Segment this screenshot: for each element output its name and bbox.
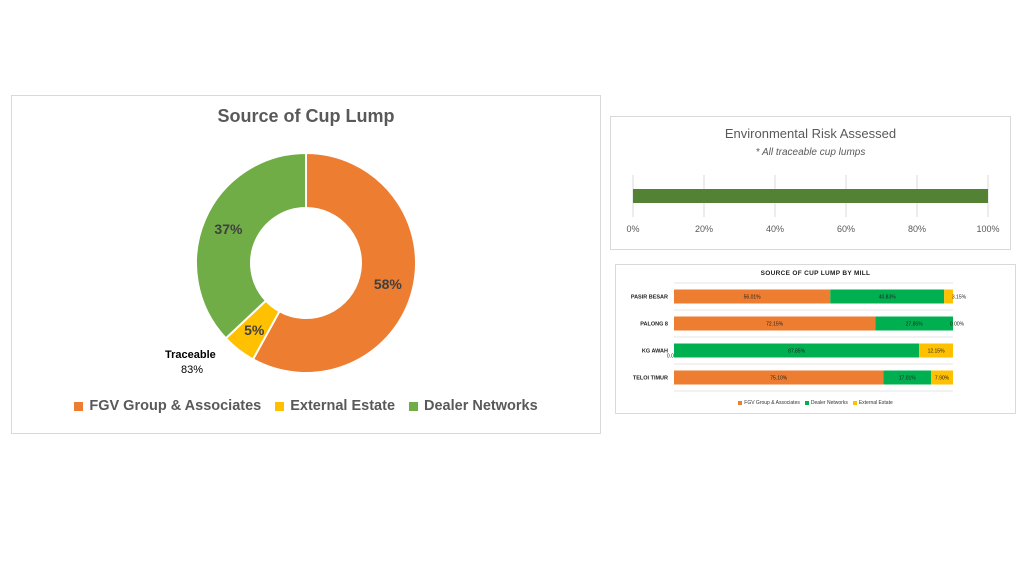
legend-label: FGV Group & Associates [744, 400, 800, 406]
risk-tick-label: 80% [908, 224, 926, 234]
mill-stacked-bar-chart: PASIR BESAR 56.01% 40.83% 3.15% PALONG 8 72.1… [631, 282, 967, 392]
legend-label: Dealer Networks [810, 400, 848, 406]
mill-data-label: 12.15% [928, 349, 946, 355]
risk-bar-chart: 0% 20% 40% 60% 80% 100% [626, 175, 1000, 234]
mill-legend-item-2: External Estate [852, 400, 893, 406]
legend-swatch [804, 401, 809, 405]
donut-slice-0 [251, 151, 417, 374]
mill-bar-segment [930, 370, 954, 385]
mill-category-label: TELOI TIMUR [633, 376, 668, 382]
mill-legend-item-0: FGV Group & Associates [738, 400, 800, 406]
mill-data-label: 72.15% [766, 322, 784, 328]
risk-tick-label: 60% [837, 224, 855, 234]
mill-legend-item-1: Dealer Networks [804, 400, 848, 406]
mill-bar-segment [674, 370, 884, 385]
mill-category-label: PASIR BESAR [631, 295, 668, 301]
risk-bar [633, 189, 988, 203]
legend-label: Dealer Networks [424, 398, 538, 414]
mill-bar-segment [944, 289, 953, 304]
mill-data-label: 17.01% [899, 376, 917, 382]
donut-slice-label-2: 37% [214, 221, 243, 238]
donut-legend-item-0: FGV Group & Associates [74, 398, 261, 414]
mill-bar-segment [674, 316, 876, 331]
donut-legend: FGV Group & Associates External Estate Dea… [12, 398, 600, 414]
donut-slice-label-0: 58% [373, 276, 402, 292]
traceable-value: 83% [181, 364, 204, 376]
legend-swatch [738, 401, 743, 405]
donut-slice-label-1: 5% [244, 321, 265, 338]
legend-label: External Estate [290, 398, 396, 414]
risk-chart-title: Environmental Risk Assessed [724, 126, 897, 141]
mill-category-label: PALONG 8 [640, 322, 668, 328]
mill-data-label: 0.00% [950, 322, 965, 328]
legend-swatch [852, 401, 857, 405]
legend-swatch [74, 401, 84, 411]
mill-bar-segment [830, 289, 945, 304]
mill-data-label: 7.90% [935, 376, 950, 382]
mill-bar-segment [919, 343, 953, 358]
mill-category-label: KG AWAH [642, 349, 668, 355]
mill-bar-segment [674, 343, 920, 358]
mill-data-label: 27.85% [906, 322, 924, 328]
donut-slice-2 [195, 151, 307, 340]
mill-bar-segment [875, 316, 953, 331]
risk-tick-label: 0% [626, 224, 639, 234]
legend-swatch [275, 401, 285, 411]
risk-chart-panel: Environmental Risk Assessed * All tracea… [610, 116, 1011, 250]
donut-chart-title: Source of Cup Lump [217, 106, 395, 126]
legend-label: External Estate [858, 400, 893, 406]
mill-bar-segment [674, 289, 831, 304]
donut-chart-panel: Source of Cup Lump 58% 5% 37% Traceable 83… [11, 95, 601, 434]
donut-chart [195, 151, 417, 374]
mill-data-label: 87.85% [788, 349, 806, 355]
donut-legend-item-1: External Estate [275, 398, 395, 414]
risk-tick-label: 40% [766, 224, 784, 234]
risk-chart-subtitle: * All traceable cup lumps [755, 147, 866, 158]
legend-label: FGV Group & Associates [89, 398, 262, 414]
risk-tick-label: 20% [695, 224, 713, 234]
traceable-label: Traceable [165, 349, 216, 361]
mill-chart-panel: SOURCE OF CUP LUMP BY MILL PASIR BESAR 56… [615, 264, 1016, 414]
mill-chart-title: SOURCE OF CUP LUMP BY MILL [760, 270, 871, 277]
mill-legend: FGV Group & Associates Dealer Networks Ext… [616, 400, 1015, 406]
mill-data-label: 75.10% [770, 376, 788, 382]
legend-swatch [409, 401, 419, 411]
mill-data-label: 3.15% [952, 295, 967, 301]
mill-bar-segment [883, 370, 931, 385]
donut-legend-item-2: Dealer Networks [409, 398, 538, 414]
mill-data-label: 56.01% [744, 295, 762, 301]
risk-tick-label: 100% [976, 224, 999, 234]
mill-data-label: 40.83% [879, 295, 897, 301]
